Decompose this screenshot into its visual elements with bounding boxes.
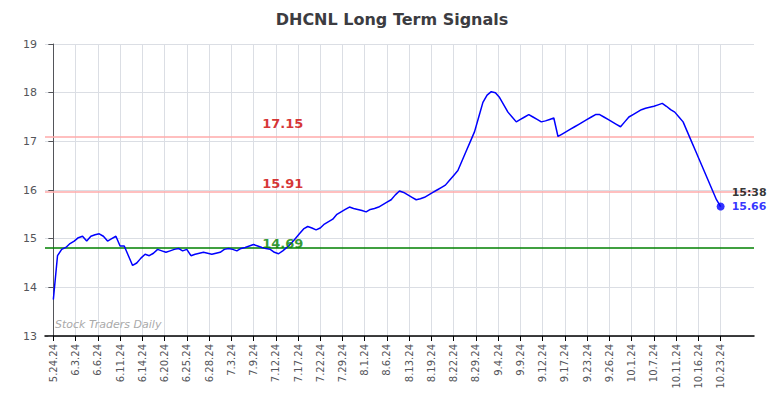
svg-text:6.14.24: 6.14.24 bbox=[137, 344, 148, 382]
svg-text:10.7.24: 10.7.24 bbox=[648, 344, 659, 382]
svg-text:14.69: 14.69 bbox=[262, 236, 303, 251]
svg-text:9.12.24: 9.12.24 bbox=[537, 344, 548, 382]
svg-text:10.16.24: 10.16.24 bbox=[693, 344, 704, 389]
svg-text:9.23.24: 9.23.24 bbox=[582, 344, 593, 382]
svg-text:7.12.24: 7.12.24 bbox=[270, 344, 281, 382]
svg-text:9.26.24: 9.26.24 bbox=[604, 344, 615, 382]
svg-text:15:38: 15:38 bbox=[732, 186, 767, 199]
svg-text:7.29.24: 7.29.24 bbox=[337, 344, 348, 382]
svg-text:17.15: 17.15 bbox=[262, 116, 303, 131]
svg-text:6.11.24: 6.11.24 bbox=[115, 344, 126, 382]
svg-text:18: 18 bbox=[23, 86, 37, 99]
svg-text:8.22.24: 8.22.24 bbox=[448, 344, 459, 382]
svg-text:8.29.24: 8.29.24 bbox=[470, 344, 481, 382]
svg-text:9.4.24: 9.4.24 bbox=[493, 344, 504, 376]
svg-text:16: 16 bbox=[23, 184, 37, 197]
svg-text:10.1.24: 10.1.24 bbox=[626, 344, 637, 382]
svg-text:8.6.24: 8.6.24 bbox=[381, 344, 392, 376]
svg-text:DHCNL Long Term Signals: DHCNL Long Term Signals bbox=[276, 10, 509, 29]
svg-text:7.22.24: 7.22.24 bbox=[315, 344, 326, 382]
svg-text:9.9.24: 9.9.24 bbox=[515, 344, 526, 376]
svg-text:9.17.24: 9.17.24 bbox=[559, 344, 570, 382]
svg-text:13: 13 bbox=[23, 330, 37, 343]
svg-text:Stock Traders Daily: Stock Traders Daily bbox=[55, 318, 162, 331]
svg-text:6.28.24: 6.28.24 bbox=[204, 344, 215, 382]
svg-text:10.11.24: 10.11.24 bbox=[671, 344, 682, 389]
svg-text:8.19.24: 8.19.24 bbox=[426, 344, 437, 382]
svg-text:5.24.24: 5.24.24 bbox=[48, 344, 59, 382]
svg-text:8.13.24: 8.13.24 bbox=[404, 344, 415, 382]
svg-text:7.9.24: 7.9.24 bbox=[248, 344, 259, 376]
svg-text:10.23.24: 10.23.24 bbox=[715, 344, 726, 389]
svg-text:19: 19 bbox=[23, 38, 37, 51]
svg-text:17: 17 bbox=[23, 135, 37, 148]
svg-text:7.17.24: 7.17.24 bbox=[293, 344, 304, 382]
svg-text:15.91: 15.91 bbox=[262, 176, 303, 191]
svg-text:6.20.24: 6.20.24 bbox=[159, 344, 170, 382]
svg-text:8.1.24: 8.1.24 bbox=[359, 344, 370, 376]
svg-text:7.3.24: 7.3.24 bbox=[226, 344, 237, 376]
svg-text:6.6.24: 6.6.24 bbox=[92, 344, 103, 376]
svg-text:15.66: 15.66 bbox=[732, 200, 767, 213]
svg-text:6.25.24: 6.25.24 bbox=[181, 344, 192, 382]
svg-text:15: 15 bbox=[23, 232, 37, 245]
svg-text:6.3.24: 6.3.24 bbox=[70, 344, 81, 376]
svg-text:14: 14 bbox=[23, 281, 37, 294]
